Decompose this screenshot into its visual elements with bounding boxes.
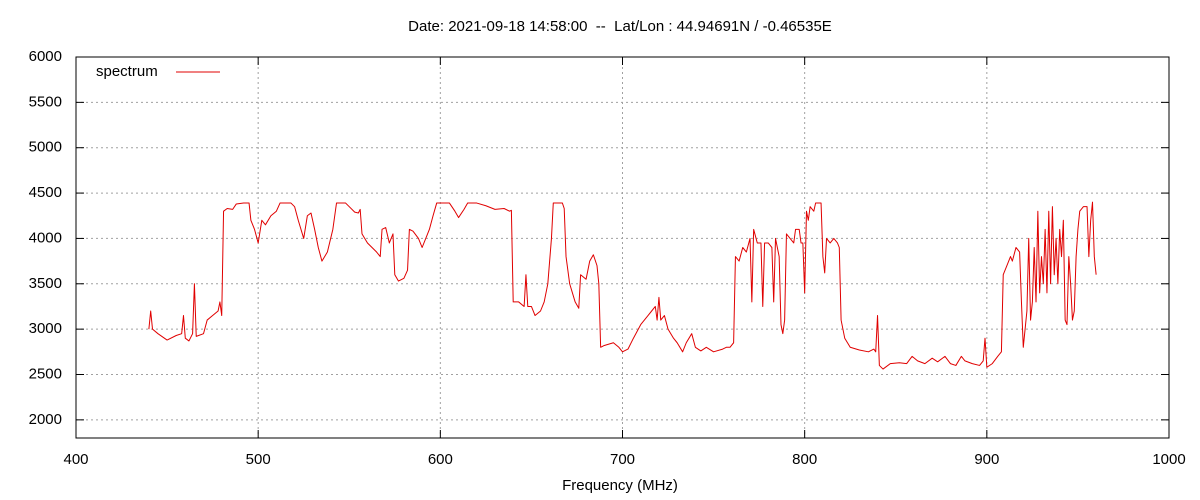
x-tick-label: 700 — [610, 451, 635, 468]
x-tick-label: 400 — [63, 451, 88, 468]
plot-border — [75, 56, 1170, 439]
y-tick-label: 4500 — [29, 184, 62, 201]
y-tick-label: 4000 — [29, 229, 62, 246]
y-tick-label: 2000 — [29, 411, 62, 428]
x-tick-label: 500 — [246, 451, 271, 468]
series-line — [148, 201, 1097, 370]
y-tick-label: 2500 — [29, 365, 62, 382]
y-tick-label: 3000 — [29, 320, 62, 337]
x-tick-label: 900 — [974, 451, 999, 468]
x-tick-label: 800 — [792, 451, 817, 468]
y-tick-label: 3500 — [29, 275, 62, 292]
x-axis-label: Frequency (MHz) — [562, 477, 678, 494]
x-tick-label: 1000 — [1152, 451, 1185, 468]
chart-title: Date: 2021-09-18 14:58:00 -- Lat/Lon : 4… — [408, 18, 832, 35]
y-tick-label: 5500 — [29, 93, 62, 110]
x-tick-label: 600 — [428, 451, 453, 468]
y-tick-label: 5000 — [29, 139, 62, 156]
legend-label: spectrum — [96, 63, 158, 80]
y-tick-label: 6000 — [29, 48, 62, 65]
